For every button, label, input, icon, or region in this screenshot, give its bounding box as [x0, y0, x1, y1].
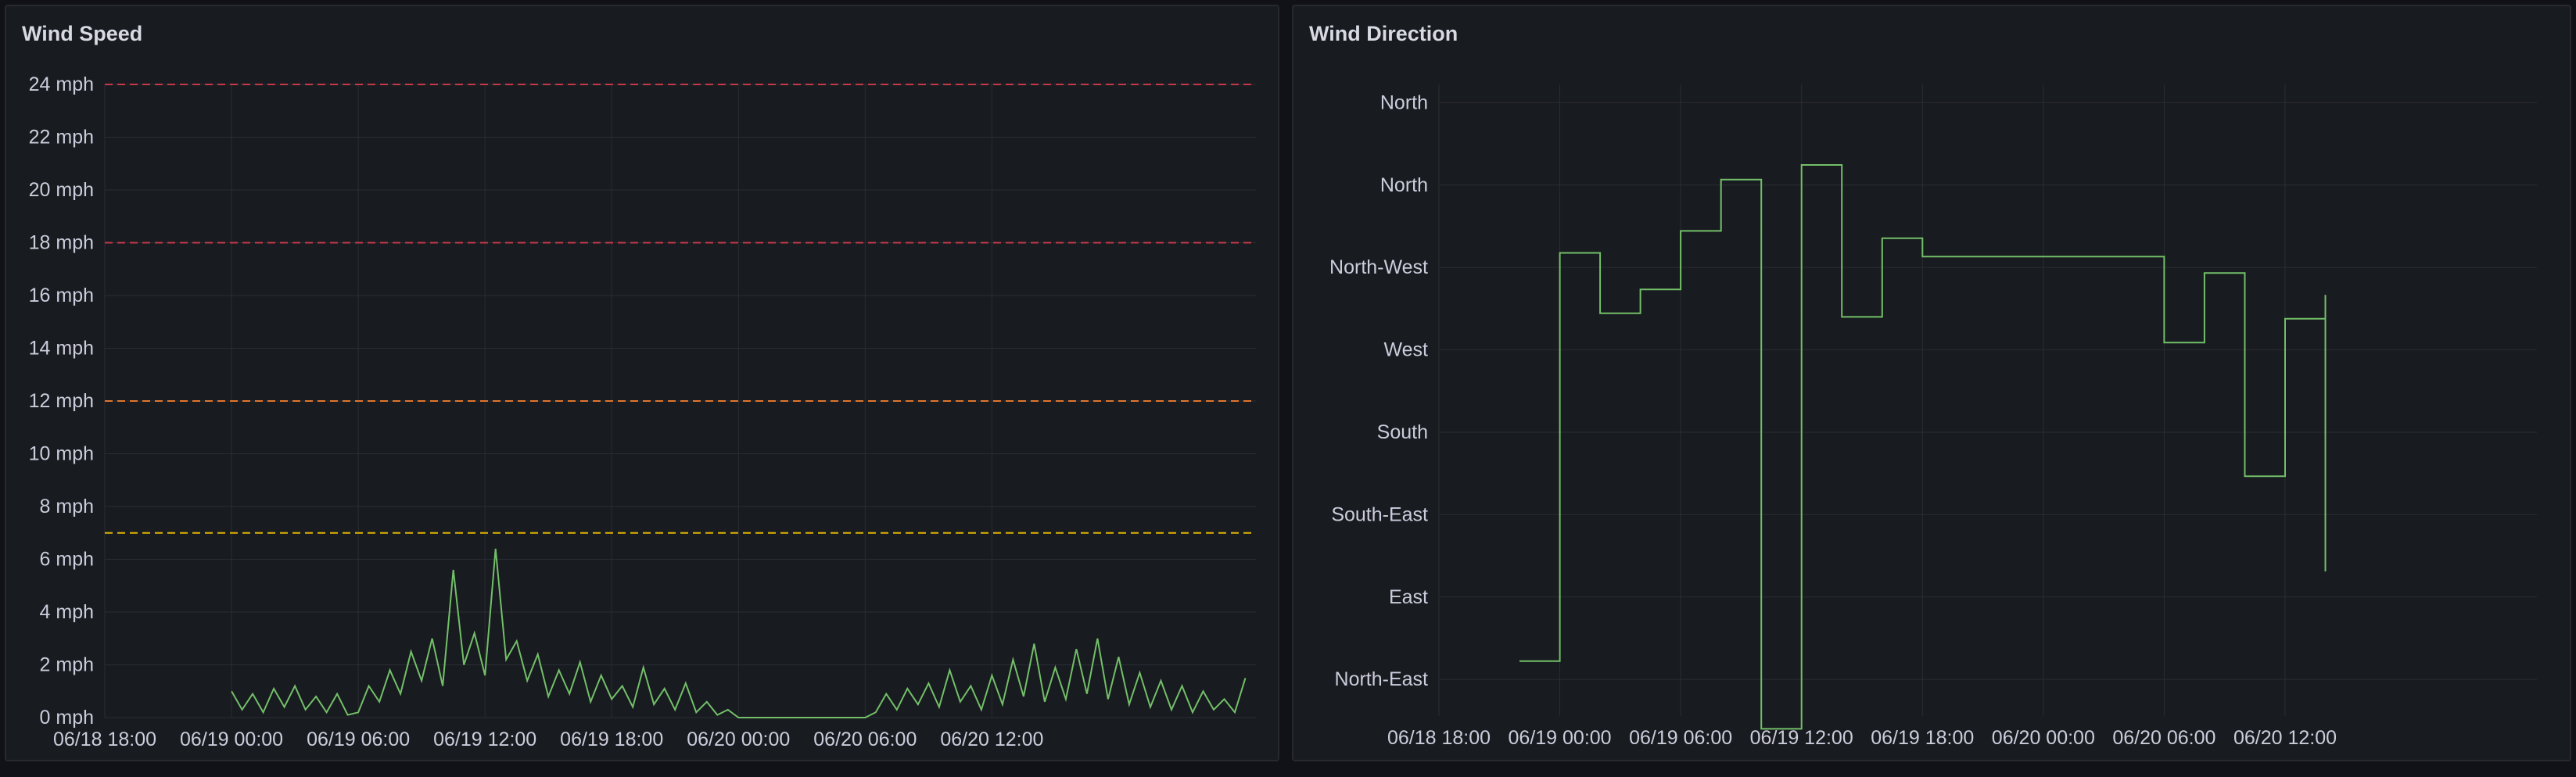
x-tick-label: 06/20 12:00 [2233, 727, 2337, 749]
y-tick-label: 6 mph [40, 549, 94, 571]
x-tick-label: 06/20 06:00 [2112, 727, 2215, 749]
x-tick-label: 06/18 18:00 [1387, 727, 1491, 749]
x-tick-label: 06/19 18:00 [1871, 727, 1974, 749]
x-tick-label: 06/19 12:00 [433, 729, 536, 750]
y-tick-label: 2 mph [40, 654, 94, 676]
x-tick-label: 06/19 06:00 [307, 729, 410, 750]
y-tick-label: North-East [1335, 668, 1429, 690]
series-line [231, 548, 1247, 718]
y-tick-label: North [1380, 174, 1428, 196]
x-tick-label: 06/20 12:00 [940, 729, 1043, 750]
y-tick-label: South-East [1331, 503, 1428, 525]
series-line [1519, 164, 2327, 730]
y-tick-label: 16 mph [29, 285, 94, 306]
wind-speed-chart: 0 mph 2 mph 4 mph 6 mph 8 mph 10 mph 12 mph 14 … [29, 73, 1256, 750]
y-tick-label: West [1384, 339, 1429, 361]
y-tick-label: 24 mph [29, 73, 94, 95]
y-tick-label: South [1377, 421, 1428, 443]
y-tick-label: 14 mph [29, 338, 94, 360]
y-tick-label: 8 mph [40, 496, 94, 517]
panel-title[interactable]: Wind Speed [22, 22, 143, 45]
y-tick-label: North [1380, 91, 1428, 113]
y-tick-label: 22 mph [29, 127, 94, 149]
x-tick-label: 06/20 00:00 [1992, 727, 2095, 749]
x-tick-label: 06/20 00:00 [687, 729, 790, 750]
y-tick-label: 20 mph [29, 179, 94, 201]
y-tick-label: North-West [1329, 256, 1428, 278]
panel-title[interactable]: Wind Direction [1309, 22, 1458, 45]
y-tick-label: 0 mph [40, 707, 94, 729]
wind-direction-chart: North-East East South-East South West North-W… [1329, 84, 2537, 749]
wind-direction-panel: Wind Direction North-East East South-East S… [1292, 5, 2571, 761]
x-tick-label: 06/20 06:00 [813, 729, 917, 750]
y-tick-label: 4 mph [40, 601, 94, 623]
x-tick-label: 06/19 12:00 [1750, 727, 1853, 749]
x-tick-label: 06/19 18:00 [560, 729, 663, 750]
x-tick-label: 06/19 00:00 [180, 729, 283, 750]
y-tick-label: 18 mph [29, 232, 94, 254]
y-tick-label: 10 mph [29, 443, 94, 465]
x-tick-label: 06/19 06:00 [1629, 727, 1732, 749]
y-tick-label: East [1389, 586, 1428, 608]
wind-speed-panel: Wind Speed 0 mph 2 mph 4 mph 6 mph 8 mph 10 m… [5, 5, 1279, 761]
x-tick-label: 06/18 18:00 [53, 729, 156, 750]
x-tick-label: 06/19 00:00 [1509, 727, 1612, 749]
y-tick-label: 12 mph [29, 390, 94, 412]
